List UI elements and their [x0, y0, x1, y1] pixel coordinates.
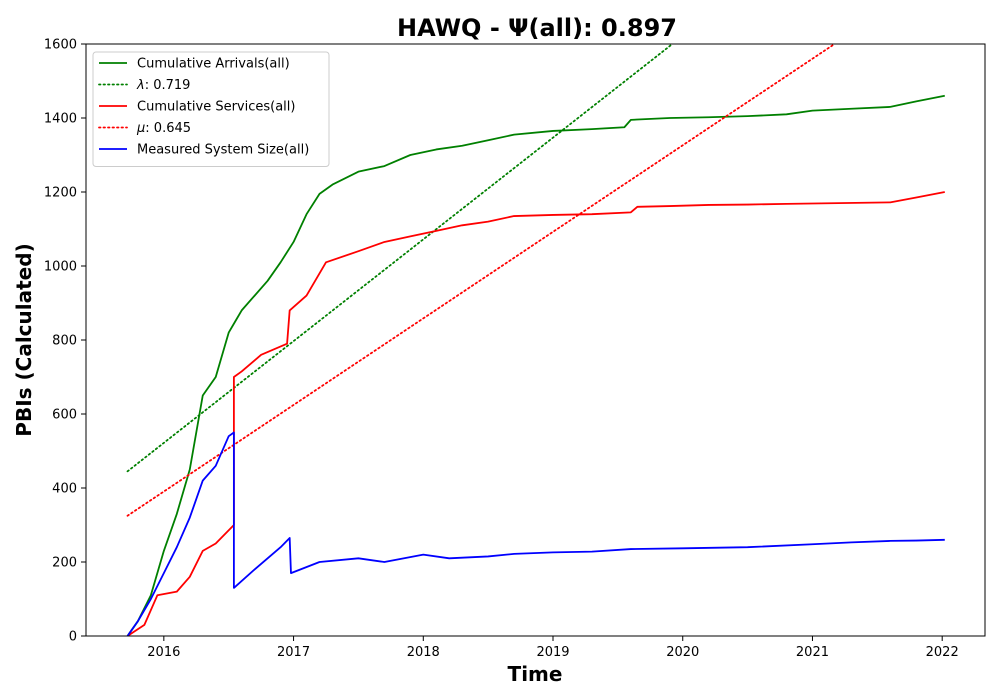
- y-tick-label: 400: [52, 482, 77, 497]
- y-tick-label: 800: [52, 334, 77, 349]
- series-line-4: [126, 44, 836, 517]
- x-tick-label: 2021: [796, 645, 829, 660]
- legend-box: [92, 51, 330, 167]
- y-tick-label: 1000: [44, 260, 77, 275]
- x-tick-label: 2018: [407, 645, 440, 660]
- legend: Cumulative Arrivals(all) λ: 0.719 Cumulati…: [92, 51, 330, 167]
- y-axis: 0 200 400 600 800 1000 1200 1400 1600: [44, 38, 86, 645]
- y-axis-title: PBIs (Calculated): [12, 243, 36, 436]
- x-tick-label: 2019: [536, 645, 569, 660]
- chart-title: HAWQ - Ψ(all): 0.897: [397, 14, 677, 42]
- series-layer: [126, 44, 945, 636]
- series-line-2: [126, 44, 674, 473]
- x-tick-label: 2022: [926, 645, 959, 660]
- y-tick-label: 200: [52, 556, 77, 571]
- y-tick-label: 1200: [44, 186, 77, 201]
- legend-item-label: μ: 0.645: [136, 121, 191, 136]
- y-tick-label: 600: [52, 408, 77, 423]
- legend-item-label: Measured System Size(all): [137, 143, 309, 158]
- series-line-1: [126, 94, 945, 636]
- x-tick-label: 2017: [277, 645, 310, 660]
- y-tick-label: 1400: [44, 112, 77, 127]
- x-tick-label: 2020: [666, 645, 699, 660]
- series-line-3: [127, 191, 945, 636]
- y-tick-label: 0: [69, 630, 77, 645]
- series-line-5: [126, 431, 945, 636]
- x-axis-title: Time: [508, 662, 563, 686]
- legend-item-label: Cumulative Services(all): [137, 100, 295, 115]
- legend-item-label: λ: 0.719: [136, 78, 190, 93]
- x-axis: 2016 2017 2018 2019 2020 2021 2022: [147, 636, 959, 660]
- y-tick-label: 1600: [44, 38, 77, 53]
- x-tick-label: 2016: [147, 645, 180, 660]
- legend-item-label: Cumulative Arrivals(all): [137, 57, 290, 72]
